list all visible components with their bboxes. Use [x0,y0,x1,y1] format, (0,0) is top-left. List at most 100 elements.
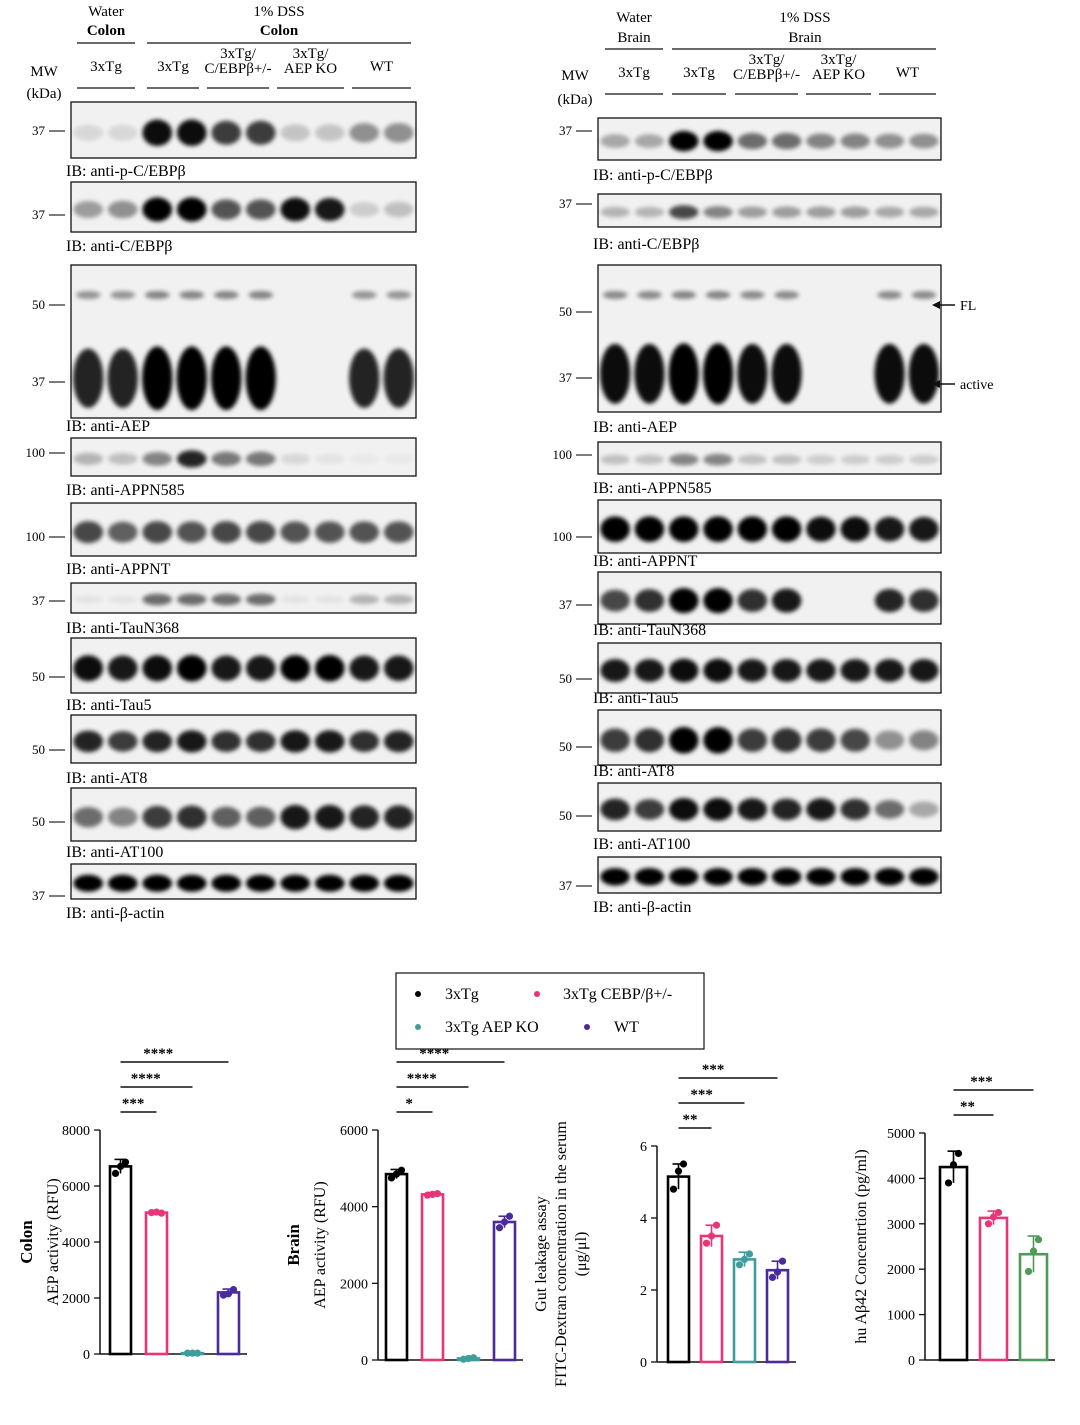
legend-marker-cebp [534,991,540,997]
colon-blot-band [142,805,173,829]
brain-blot-band [600,343,631,404]
colon-blot-band [245,451,276,467]
brain-mw-marker: 37 [559,370,573,385]
colon-blot-band [142,346,173,411]
brain-blot-band [669,588,699,614]
legend-box [395,972,705,1050]
brain-blot-band [840,868,870,886]
colon-blot-band [314,453,345,465]
colon-blot: 50 IB: anti-Tau5 [32,637,417,714]
colon-blot-band [142,730,173,753]
brain-group-label-line: 3xTg [618,65,650,81]
colon-group-label: WT [370,59,393,75]
colon-blot-band [280,595,311,604]
data-point [740,1255,749,1263]
colon-blot: 50 IB: anti-AT100 [32,787,417,861]
brain-blot-band [703,658,733,683]
brain-blot-band [669,798,699,821]
colon-blot-band [349,594,380,605]
colon-blot-band [211,120,242,145]
data-point [392,1170,401,1178]
colon-blot-band [176,593,207,606]
colon-mw-marker: 37 [32,593,46,608]
brain-blot: 50 IB: anti-AT8 [559,709,942,780]
brain-blot-band [874,730,905,750]
colon-blot-band [107,348,138,408]
y-tick-label: 0 [361,1354,368,1369]
colon-blot-band [211,730,242,752]
colon-blot-band [383,594,414,605]
colon-mw-marker: 37 [32,207,46,222]
colon-blot-band [211,521,242,544]
bar [765,1268,790,1364]
colon-blot-band [142,593,173,606]
colon-blot-band [314,804,345,830]
colon-mw-marker: 100 [26,445,46,460]
brain-blot-band [737,658,768,683]
brain-ib-label: IB: anti-Tau5 [593,690,679,707]
colon-kda-label: (kDa) [27,86,62,102]
brain-blot-band [737,206,768,218]
data-point [773,1268,782,1276]
legend: 3xTg 3xTg CEBP/β+/- 3xTg AEP KO WT [395,972,705,1050]
brain-water-tissue: Brain [617,30,651,46]
colon-blot-band [383,730,414,753]
significance-label: ** [960,1099,975,1115]
brain-blot-band [874,800,905,819]
data-point [1034,1236,1043,1244]
brain-mw-marker: 100 [553,447,573,462]
brain-mw-marker: 37 [559,196,573,211]
brain-blot-band [840,798,870,820]
brain-blot-band [703,206,733,219]
brain-blot-band [600,134,630,149]
brain-group-label-line: 3xTg/ [749,52,786,68]
colon-blot-band [314,521,345,543]
brain-blot-band [703,798,733,821]
brain-group-label-line: 3xTg/ [821,52,858,68]
bar [699,1234,724,1364]
brain-dss-tissue: Brain [788,30,822,46]
data-point [121,1158,130,1166]
colon-blot-band [314,874,345,892]
colon-blot-band [142,119,173,147]
colon-ib-label: IB: anti-AT100 [66,844,163,861]
y-tick-label: 3000 [887,1218,915,1233]
brain-ib-label: IB: anti-APPN585 [593,480,712,497]
y-tick-label: 2000 [887,1263,915,1278]
data-point [157,1209,166,1217]
brain-blot-band [634,343,665,404]
brain-blot-band [909,133,939,149]
colon-blot-band [107,595,138,604]
colon-blot-band [245,521,276,544]
brain-blot-band [703,516,733,542]
colon-ib-label: IB: anti-β-actin [66,905,164,922]
brain-blot-band [669,130,699,152]
brain-blot-band [909,589,939,613]
colon-blot-band [179,291,205,299]
data-point [387,1174,396,1182]
brain-blot-band [874,868,905,886]
colon-blot-band [245,593,276,606]
y-tick-label: 2000 [62,1292,90,1307]
chart-4: 0 1000 2000 3000 4000 5000 hu Aβ42 Concentrtio… [853,1074,1055,1369]
y-tick-label: 4000 [340,1201,368,1216]
brain-blot-band [806,658,836,683]
significance-label: ** [683,1112,698,1128]
colon-group-label: 3xTg [90,59,122,75]
active-arrow-head [932,380,940,388]
brain-blot-band [806,454,836,465]
colon-blot-band [107,807,138,827]
colon-group-label-line: 3xTg/ [293,46,330,62]
brain-blot-band [600,798,630,821]
colon-blot-band [176,654,207,682]
brain-blot-band [840,516,870,542]
colon-blot-band [280,124,311,142]
brain-mw-marker: 37 [559,597,573,612]
brain-blot-band [669,453,699,466]
colon-western-blots: 37 IB: anti-p-C/EBPβ 37 IB: anti-C/EBPβ 50 37… [26,101,417,922]
data-point [229,1286,238,1294]
colon-blot-band [248,291,274,299]
brain-kda-label: (kDa) [558,92,593,108]
brain-blot-band [909,801,939,818]
